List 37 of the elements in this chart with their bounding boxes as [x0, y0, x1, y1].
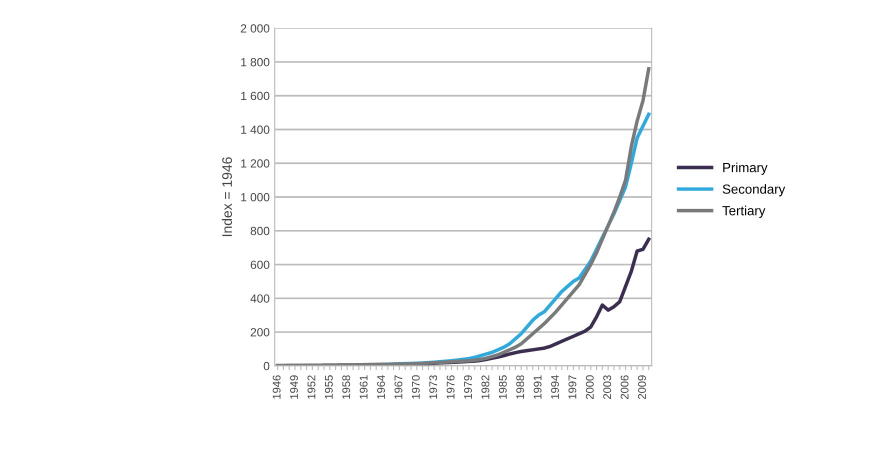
x-tick-label: 1994 [551, 375, 559, 399]
y-tick-label: 1 600 [241, 92, 270, 100]
legend-label: Primary [723, 162, 768, 175]
y-tick-label: 1 400 [241, 126, 270, 134]
y-tick-label: 1 800 [241, 58, 270, 66]
x-tick-label: 1946 [272, 375, 281, 399]
x-tick-label: 1997 [568, 375, 576, 399]
x-tick-label: 1958 [342, 375, 350, 399]
x-tick-label: 1976 [446, 375, 455, 399]
legend-label: Tertiary [722, 206, 766, 218]
x-tick-label: 1955 [324, 375, 333, 399]
y-tick-label: 2 000 [240, 24, 270, 33]
x-tick-label: 1964 [377, 375, 385, 399]
y-tick-label: 800 [250, 226, 270, 236]
x-tick-label: 1979 [464, 375, 472, 399]
x-tick-label: 1952 [308, 375, 316, 399]
x-tick-label: 1991 [534, 375, 542, 399]
x-tick-label: 1988 [516, 375, 524, 399]
y-tick-label: 0 [264, 362, 270, 370]
x-tick-label: 1985 [498, 375, 507, 399]
y-tick-label: 1 000 [241, 193, 270, 202]
x-tick-label: 1973 [429, 375, 438, 399]
y-tick-label: 600 [250, 260, 270, 269]
x-tick-label: 2009 [638, 375, 646, 400]
legend-label: Secondary [722, 184, 786, 196]
x-tick-label: 1970 [412, 375, 420, 399]
y-tick-label: 200 [250, 328, 270, 336]
x-tick-label: 1982 [481, 375, 490, 399]
x-tick-label: 2003 [603, 375, 612, 400]
x-tick-label: 2006 [620, 375, 629, 400]
y-tick-label: 1 200 [241, 159, 270, 168]
y-axis-title: Index = 1946 [222, 157, 232, 236]
x-tick-label: 1961 [360, 375, 368, 399]
x-tick-label: 1967 [394, 375, 402, 399]
y-tick-label: 400 [250, 294, 270, 303]
x-tick-label: 2000 [586, 375, 594, 400]
x-tick-label: 1949 [290, 375, 298, 399]
